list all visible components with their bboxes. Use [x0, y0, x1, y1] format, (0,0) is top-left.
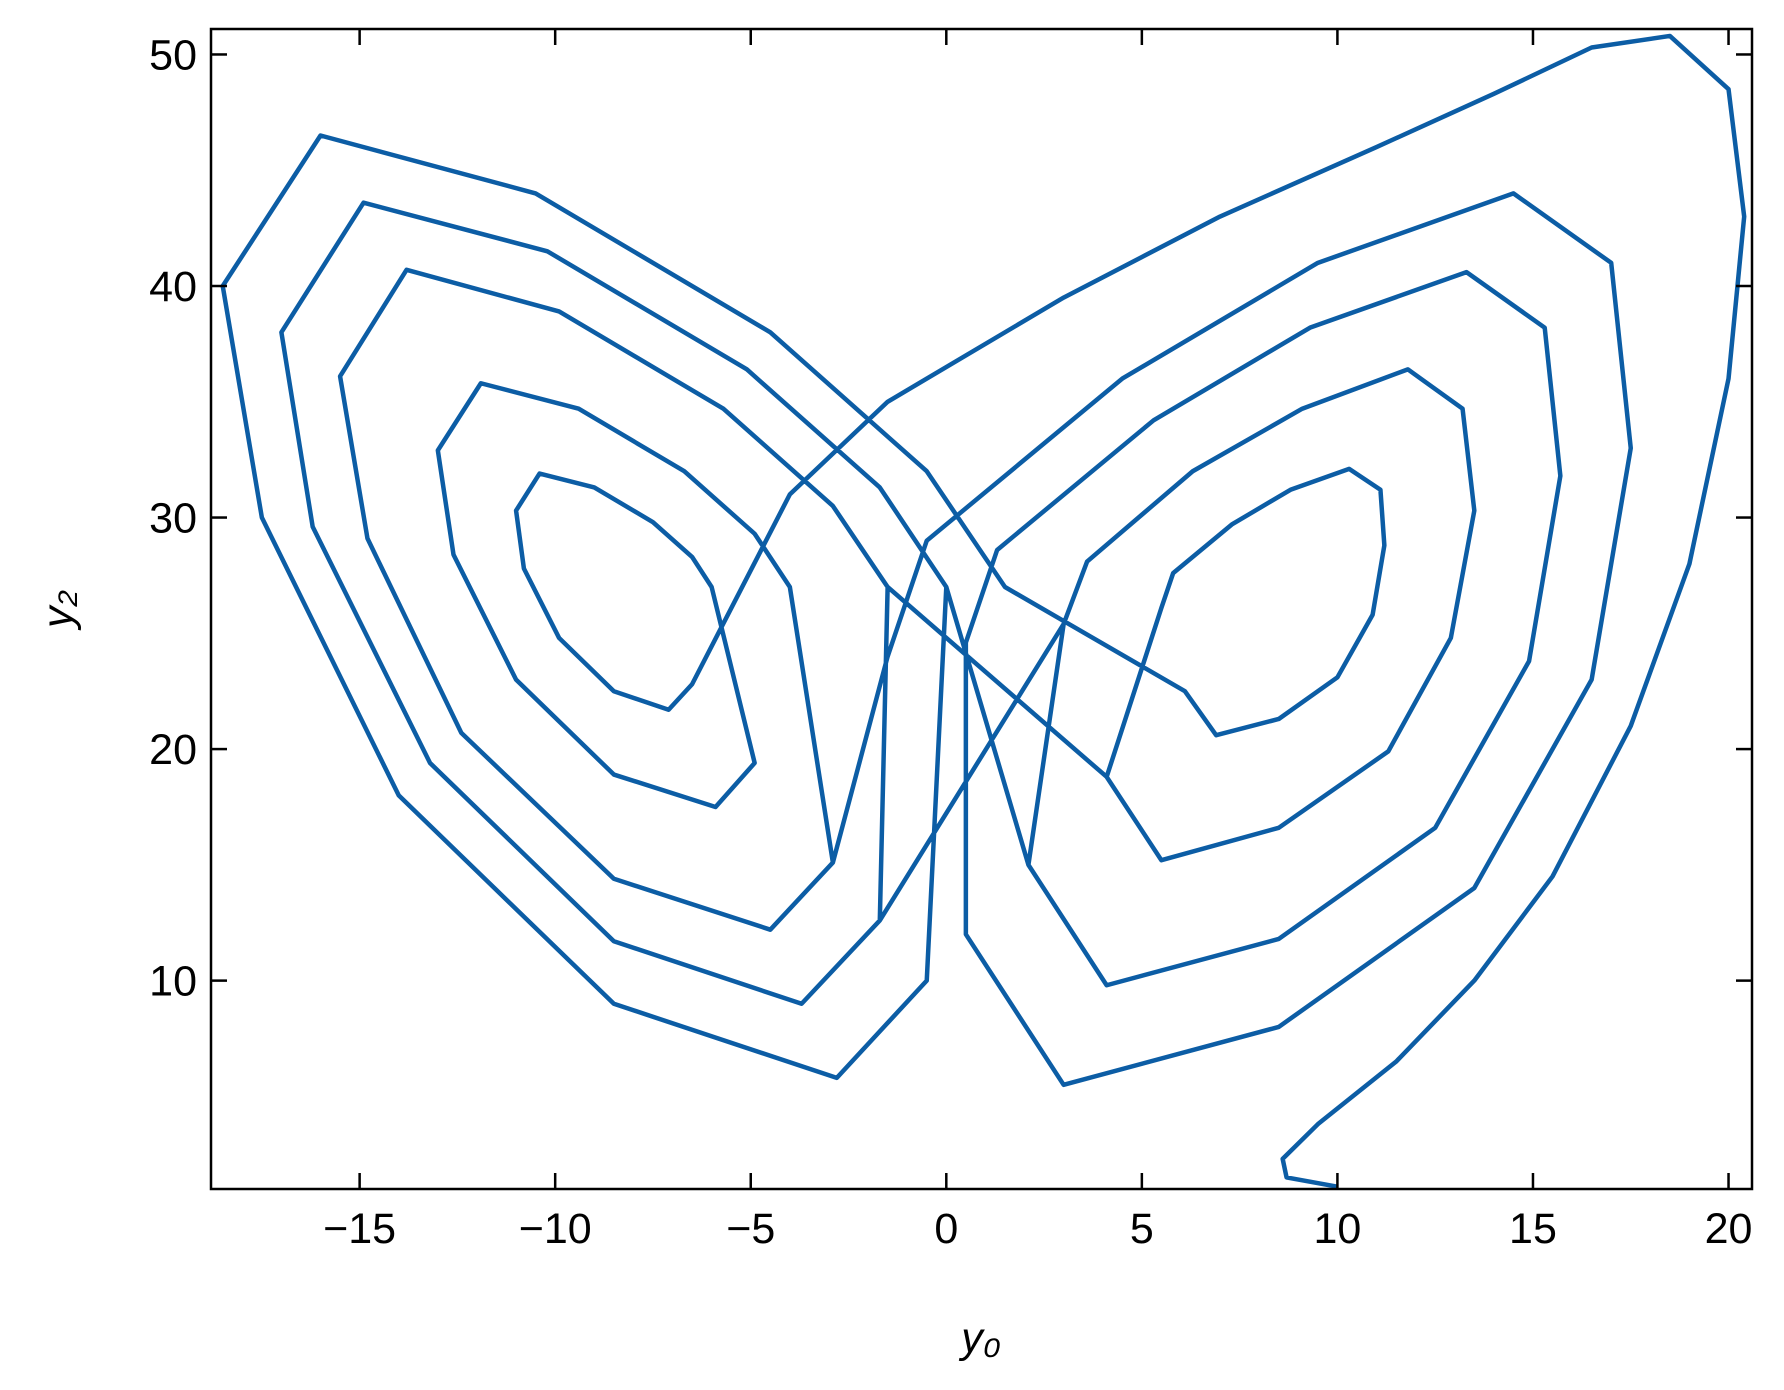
x-tick-label: 0 [934, 1205, 958, 1253]
x-tick-label: −15 [323, 1205, 396, 1253]
y-axis-label: y₂ [34, 589, 82, 631]
data-line [220, 33, 1747, 1189]
y-tick-label: 10 [149, 958, 197, 1006]
y-tick-label: 40 [149, 263, 197, 311]
x-tick-label: 5 [1130, 1205, 1154, 1253]
x-tick-label: −10 [519, 1205, 592, 1253]
y-tick-label: 50 [149, 31, 197, 79]
y-tick-label: 20 [149, 726, 197, 774]
x-tick-label: 20 [1705, 1205, 1753, 1253]
x-axis-label: y₀ [958, 1314, 1001, 1362]
x-tick-label: −5 [726, 1205, 775, 1253]
x-tick-label: 15 [1509, 1205, 1557, 1253]
y-tick-label: 30 [149, 495, 197, 543]
x-tick-label: 10 [1313, 1205, 1361, 1253]
plot-frame [209, 27, 1754, 1191]
